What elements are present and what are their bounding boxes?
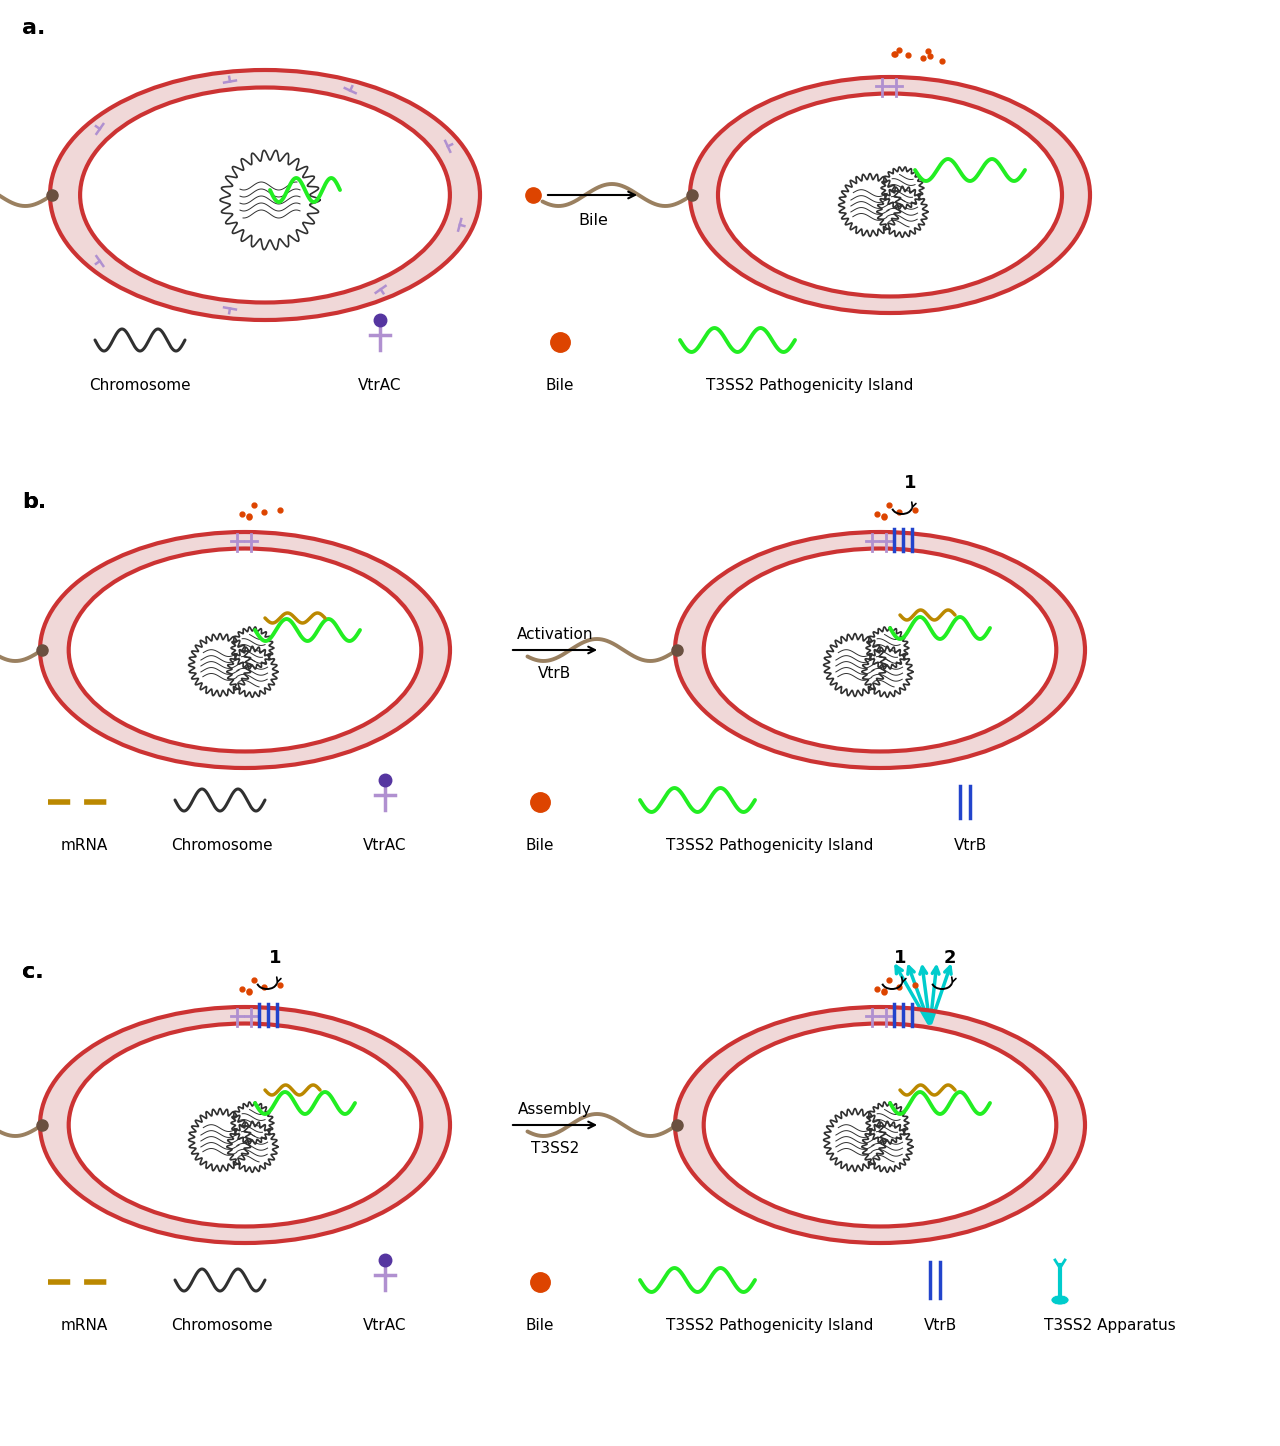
Polygon shape xyxy=(823,1109,887,1171)
Text: mRNA: mRNA xyxy=(60,839,108,853)
Polygon shape xyxy=(188,633,251,697)
Text: VtrB: VtrB xyxy=(539,667,572,681)
Polygon shape xyxy=(877,187,928,237)
Text: Chromosome: Chromosome xyxy=(90,377,191,393)
Polygon shape xyxy=(861,646,913,697)
Text: b.: b. xyxy=(22,492,46,512)
Polygon shape xyxy=(867,628,909,669)
Text: VtrB: VtrB xyxy=(954,839,987,853)
Text: c.: c. xyxy=(22,962,44,982)
Polygon shape xyxy=(232,1102,274,1144)
Text: a.: a. xyxy=(22,17,45,38)
Ellipse shape xyxy=(704,548,1056,752)
Text: T3SS2 Apparatus: T3SS2 Apparatus xyxy=(1044,1317,1176,1333)
Text: T3SS2 Pathogenicity Island: T3SS2 Pathogenicity Island xyxy=(707,377,914,393)
Ellipse shape xyxy=(675,1006,1085,1244)
Text: Chromosome: Chromosome xyxy=(172,1317,273,1333)
Text: 1: 1 xyxy=(893,949,906,967)
Polygon shape xyxy=(861,1121,913,1173)
Text: Chromosome: Chromosome xyxy=(172,839,273,853)
Polygon shape xyxy=(188,1109,251,1171)
Text: Bile: Bile xyxy=(545,377,575,393)
Polygon shape xyxy=(232,628,274,669)
Text: Activation: Activation xyxy=(517,628,593,642)
Ellipse shape xyxy=(40,532,451,768)
Ellipse shape xyxy=(50,69,480,320)
Text: mRNA: mRNA xyxy=(60,1317,108,1333)
Ellipse shape xyxy=(690,77,1091,312)
Polygon shape xyxy=(881,166,924,210)
Text: b.: b. xyxy=(22,492,46,512)
Polygon shape xyxy=(227,646,278,697)
Text: Assembly: Assembly xyxy=(518,1102,591,1116)
Text: VtrAC: VtrAC xyxy=(364,1317,407,1333)
Text: T3SS2 Pathogenicity Island: T3SS2 Pathogenicity Island xyxy=(667,1317,874,1333)
Ellipse shape xyxy=(675,532,1085,768)
Text: 2: 2 xyxy=(943,949,956,967)
Ellipse shape xyxy=(718,94,1062,296)
Text: Bile: Bile xyxy=(579,213,608,228)
Text: Bile: Bile xyxy=(526,839,554,853)
Text: 1: 1 xyxy=(904,474,916,492)
Text: Bile: Bile xyxy=(526,1317,554,1333)
Ellipse shape xyxy=(69,548,421,752)
Text: VtrAC: VtrAC xyxy=(358,377,402,393)
Ellipse shape xyxy=(69,1024,421,1226)
Polygon shape xyxy=(220,150,320,250)
Text: T3SS2: T3SS2 xyxy=(531,1141,579,1155)
Ellipse shape xyxy=(81,88,449,302)
Text: 1: 1 xyxy=(269,949,282,967)
Text: c.: c. xyxy=(22,962,44,982)
Text: T3SS2 Pathogenicity Island: T3SS2 Pathogenicity Island xyxy=(667,839,874,853)
Ellipse shape xyxy=(40,1006,451,1244)
Polygon shape xyxy=(838,174,901,237)
Polygon shape xyxy=(227,1121,278,1173)
Ellipse shape xyxy=(1051,1296,1069,1304)
Text: VtrAC: VtrAC xyxy=(364,839,407,853)
Ellipse shape xyxy=(704,1024,1056,1226)
Polygon shape xyxy=(867,1102,909,1144)
Polygon shape xyxy=(823,633,887,697)
Text: VtrB: VtrB xyxy=(923,1317,956,1333)
